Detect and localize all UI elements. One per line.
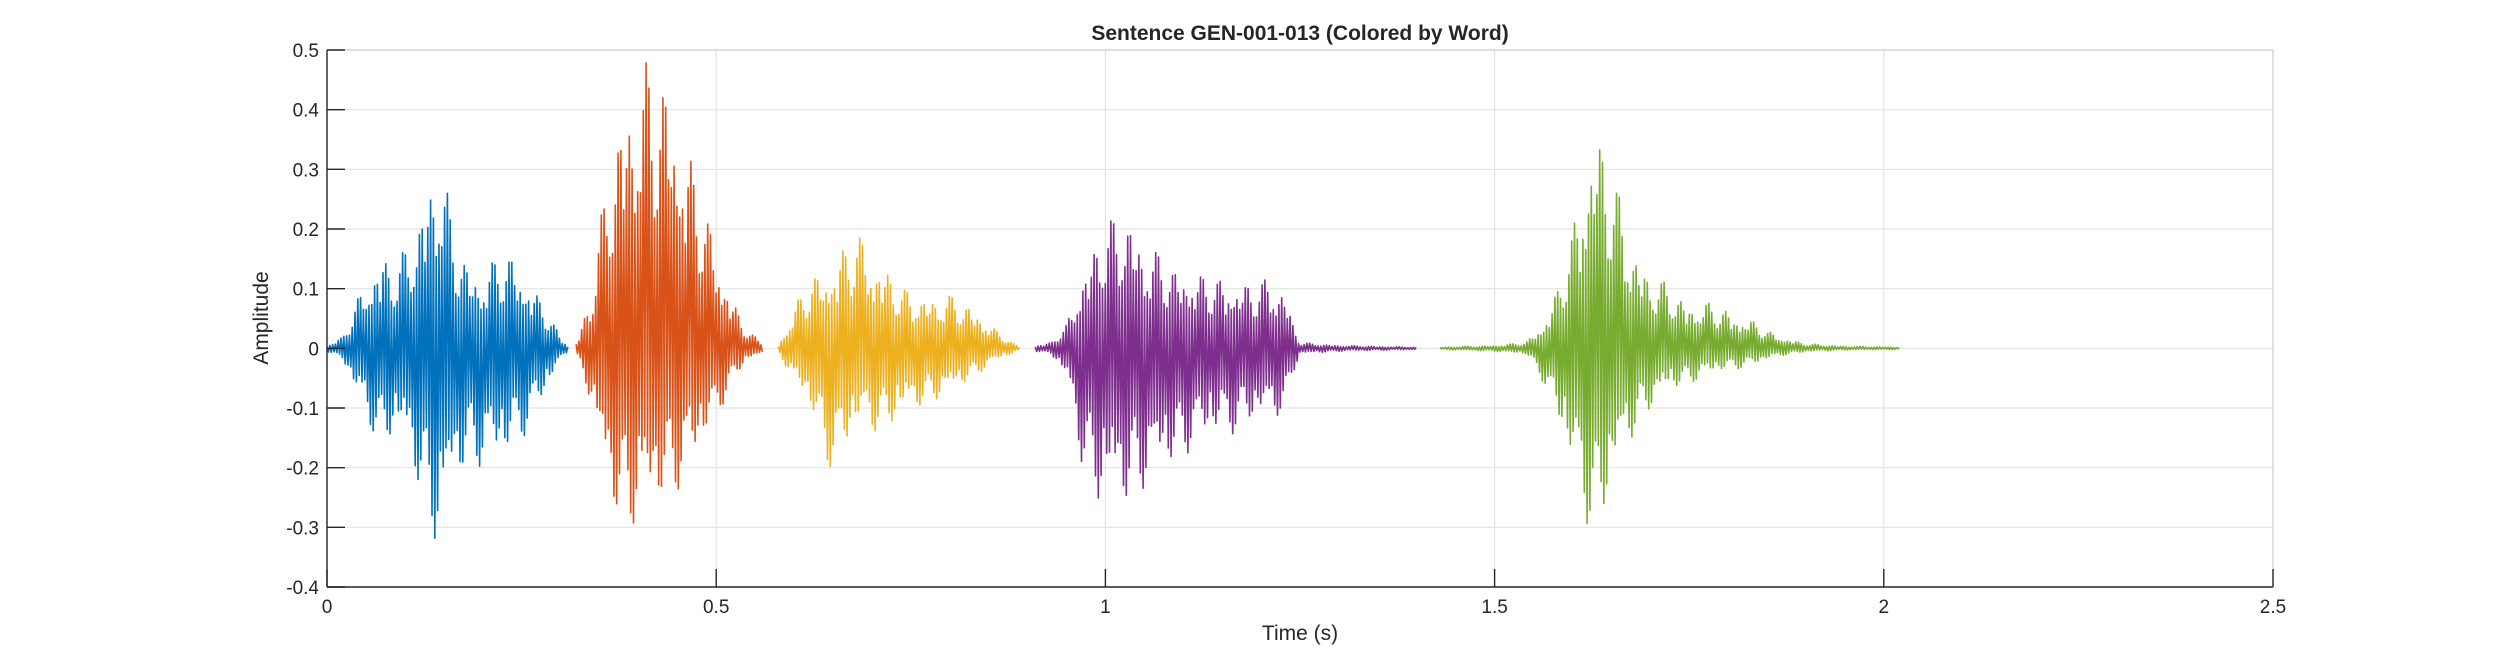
waveform-series-2	[575, 62, 764, 524]
y-tick-label: 0.4	[293, 101, 320, 122]
y-axis-label: Amplitude	[250, 271, 273, 364]
waveforms	[326, 62, 1900, 539]
x-tick-label: 1	[1100, 597, 1111, 618]
y-tick-label: 0.5	[293, 41, 319, 62]
x-tick-label: 2.5	[2260, 597, 2286, 618]
y-tick-label: -0.1	[286, 399, 319, 420]
y-tick-label: -0.2	[286, 459, 319, 480]
y-tick-label: 0	[308, 339, 319, 360]
x-axis-label: Time (s)	[1262, 622, 1338, 645]
tick-labels: 0 0.5 1 1.5 2 2.5 0.5 0.4 0.3 0.2 0.1 0 -0.1 -0.2 -0.3…	[286, 41, 2286, 618]
waveform-series-3	[777, 237, 1020, 468]
x-tick-label: 0	[322, 597, 333, 618]
waveform-series-4	[1034, 220, 1417, 499]
x-tick-label: 2	[1879, 597, 1890, 618]
waveform-series-5	[1439, 149, 1900, 525]
y-tick-label: 0.2	[293, 220, 319, 241]
x-tick-label: 0.5	[703, 597, 729, 618]
chart-title: Sentence GEN-001-013 (Colored by Word)	[1091, 22, 1508, 45]
axes	[326, 49, 2274, 588]
x-tick-label: 1.5	[1481, 597, 1507, 618]
y-tick-label: 0.3	[293, 160, 319, 181]
y-tick-label: -0.3	[286, 518, 319, 539]
y-tick-label: -0.4	[286, 578, 319, 599]
waveform-series-1	[326, 192, 569, 539]
y-tick-label: 0.1	[293, 280, 319, 301]
